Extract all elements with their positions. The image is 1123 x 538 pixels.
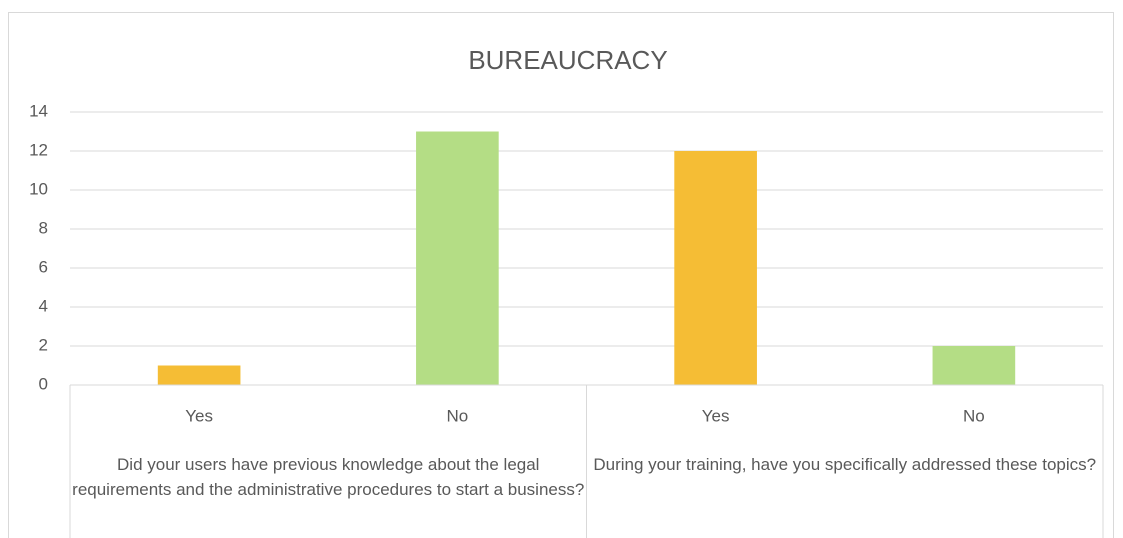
chart-title: BUREAUCRACY <box>468 45 667 75</box>
y-tick-label: 2 <box>39 335 48 354</box>
x-tick-label: No <box>447 406 469 425</box>
bar <box>674 151 757 385</box>
x-tick-label: Yes <box>185 406 213 425</box>
bar <box>416 131 499 385</box>
x-tick-label: No <box>963 406 985 425</box>
y-tick-label: 0 <box>39 374 48 393</box>
group-label: Did your users have previous knowledge a… <box>72 455 585 499</box>
y-tick-label: 8 <box>39 218 48 237</box>
y-tick-label: 14 <box>29 101 48 120</box>
y-tick-label: 6 <box>39 257 48 276</box>
bar <box>157 365 241 385</box>
x-tick-label: Yes <box>702 406 730 425</box>
bar <box>932 346 1016 385</box>
y-tick-label: 4 <box>39 296 48 315</box>
group-label: During your training, have you specifica… <box>593 455 1097 474</box>
y-tick-label: 10 <box>29 179 48 198</box>
chart-border <box>8 12 1114 538</box>
y-tick-label: 12 <box>29 140 48 159</box>
